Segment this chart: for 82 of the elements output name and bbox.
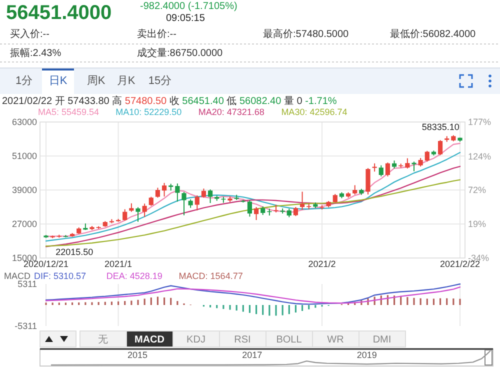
candlestick bbox=[142, 203, 147, 218]
candlestick bbox=[424, 150, 430, 162]
text: 量 0 bbox=[281, 96, 303, 107]
text: 无 bbox=[98, 334, 108, 346]
text: 周K bbox=[86, 75, 106, 87]
text: 卖出价:-- bbox=[137, 28, 176, 40]
candlestick bbox=[385, 162, 390, 177]
candlestick bbox=[148, 196, 154, 206]
candlestick bbox=[182, 191, 186, 216]
y-tick-label: 51000 bbox=[12, 151, 37, 162]
text: 2021/02/22 bbox=[2, 96, 52, 107]
text: MACD bbox=[134, 334, 164, 346]
text: 月K bbox=[116, 75, 136, 87]
text: 09:05:15 bbox=[166, 13, 206, 24]
candlestick bbox=[378, 164, 384, 177]
candlestick bbox=[352, 184, 358, 196]
text: 收 bbox=[166, 96, 180, 107]
text: 成交量:86750.0000 bbox=[137, 47, 224, 59]
text: 57480.50 bbox=[122, 96, 168, 107]
text: WR bbox=[327, 334, 344, 346]
text: -1.71% bbox=[302, 96, 337, 107]
candlestick bbox=[300, 191, 305, 210]
candlestick bbox=[254, 206, 259, 221]
y2-tick-label: 124% bbox=[468, 151, 492, 162]
text: 最低价:56082.4000 bbox=[390, 28, 476, 40]
series-label: DEA: 4528.19 bbox=[106, 271, 162, 281]
y-tick-label: -5311 bbox=[14, 321, 37, 332]
text: DMI bbox=[372, 334, 392, 346]
candlestick bbox=[162, 182, 167, 198]
text: 低 bbox=[224, 96, 237, 107]
text: -982.4000 (-1.7105%) bbox=[140, 1, 238, 12]
candlestick bbox=[438, 140, 443, 156]
candlestick bbox=[274, 204, 278, 213]
y-tick-label: 27000 bbox=[12, 219, 37, 230]
series-label: DIF: 5310.57 bbox=[34, 271, 86, 281]
text: 56451.40 bbox=[179, 96, 224, 107]
text: 最高价:57480.5000 bbox=[263, 28, 350, 40]
candlestick bbox=[136, 206, 140, 222]
candlestick bbox=[201, 188, 206, 198]
annotation: 22015.50 bbox=[56, 247, 94, 258]
candlestick bbox=[155, 187, 160, 198]
text: 56451.4000 bbox=[6, 2, 112, 24]
text: 57433.80 bbox=[64, 96, 110, 107]
text: 开 bbox=[52, 96, 65, 107]
text: MA10: 52229.50 bbox=[116, 107, 182, 117]
y-tick-label: 39000 bbox=[12, 185, 37, 196]
text: MA30: 42596.74 bbox=[281, 107, 348, 117]
text: 56082.40 bbox=[236, 96, 282, 107]
y2-tick-label: 177% bbox=[468, 117, 492, 128]
chart-title: MACD bbox=[4, 271, 31, 281]
candlestick bbox=[293, 206, 298, 217]
text: 1分 bbox=[15, 75, 33, 87]
text: BOLL bbox=[276, 334, 302, 346]
text: RSI bbox=[234, 334, 251, 346]
annotation: 58335.10 bbox=[422, 122, 460, 132]
x-tick-label: 2021/2 bbox=[308, 259, 336, 269]
x-tick-label: 2019 bbox=[356, 350, 377, 360]
text: MA5: 55459.54 bbox=[38, 107, 100, 117]
text: 日K bbox=[48, 75, 68, 87]
text: 买入价:-- bbox=[10, 28, 50, 40]
line-series bbox=[45, 166, 461, 248]
candlestick bbox=[122, 208, 128, 222]
candlestick bbox=[247, 200, 252, 218]
candlestick bbox=[208, 188, 213, 204]
y-tick-label: 63000 bbox=[12, 117, 37, 128]
text: 振幅:2.43% bbox=[10, 47, 62, 59]
text: MACD: 1564.77 bbox=[178, 271, 243, 281]
x-tick-label: 2017 bbox=[242, 350, 262, 360]
text: 15分 bbox=[148, 75, 172, 87]
text: 高 bbox=[109, 95, 122, 107]
text: MA20: 47321.68 bbox=[198, 107, 264, 117]
candlestick bbox=[194, 194, 200, 211]
candlestick bbox=[366, 168, 370, 196]
candlestick bbox=[175, 182, 180, 202]
x-tick-label: 2015 bbox=[127, 350, 148, 360]
x-tick-label: 2021/1 bbox=[104, 259, 132, 269]
text: KDJ bbox=[186, 334, 206, 346]
line-series bbox=[45, 179, 461, 247]
y-tick-label: 5311 bbox=[18, 279, 37, 290]
y2-tick-label: 72% bbox=[468, 184, 486, 195]
candlestick bbox=[405, 158, 410, 169]
y2-tick-label: 19% bbox=[468, 218, 486, 229]
